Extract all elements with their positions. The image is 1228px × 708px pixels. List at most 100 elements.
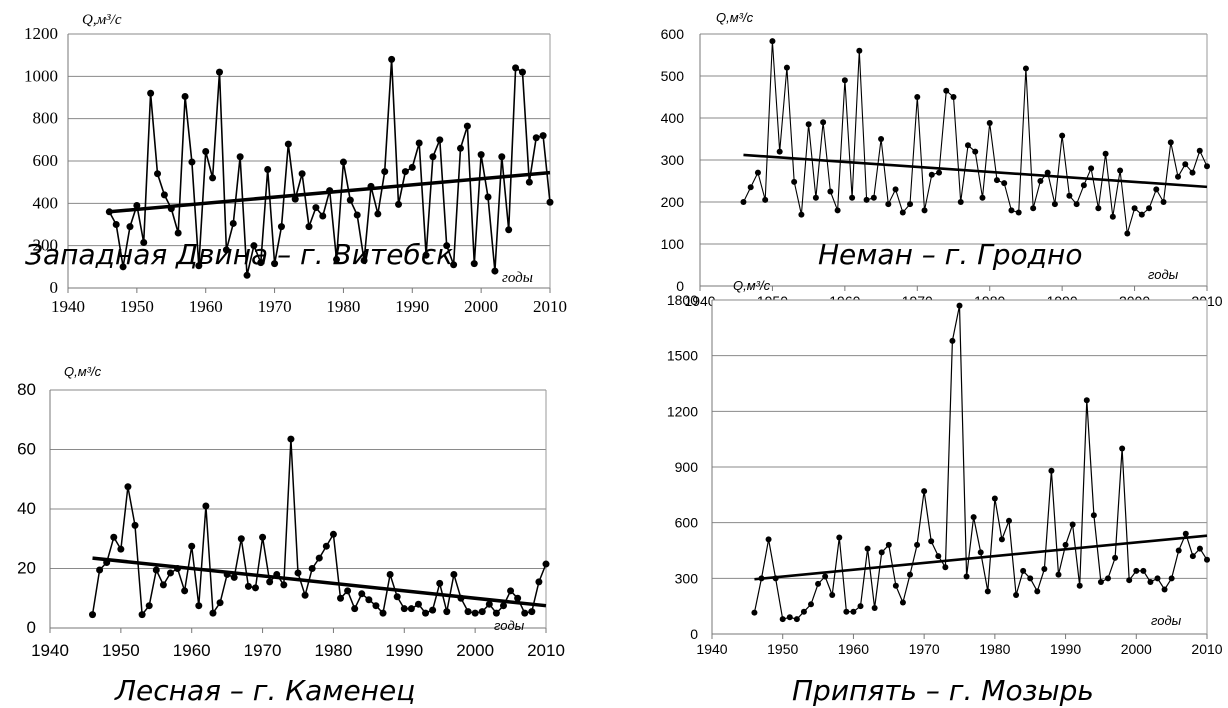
x-tick-label: 1950 <box>102 641 140 660</box>
data-point <box>1182 530 1189 537</box>
y-tick-label: 0 <box>50 278 59 297</box>
data-point <box>986 120 993 127</box>
y-tick-label: 400 <box>33 193 59 212</box>
data-point <box>277 223 285 231</box>
data-point <box>312 204 320 212</box>
x-tick-label: 1940 <box>684 293 715 309</box>
data-point <box>1154 575 1161 582</box>
data-point <box>1204 163 1210 170</box>
data-point <box>400 605 408 613</box>
x-tick-label: 2000 <box>1121 641 1152 657</box>
x-axis-label: годы <box>1151 613 1182 628</box>
data-point <box>984 588 991 595</box>
data-point <box>360 256 368 264</box>
x-tick-label: 1940 <box>696 641 727 657</box>
y-tick-label: 800 <box>33 109 59 128</box>
data-point <box>436 579 444 587</box>
data-point <box>907 571 913 578</box>
data-point <box>1160 199 1167 205</box>
data-point <box>1076 582 1083 589</box>
data-point <box>250 242 258 250</box>
data-point <box>1037 178 1044 184</box>
data-point <box>863 196 870 203</box>
y-tick-label: 80 <box>17 380 36 399</box>
data-point <box>140 238 148 246</box>
y-tick-label: 600 <box>33 151 59 170</box>
data-point <box>798 211 805 218</box>
data-point <box>518 68 526 76</box>
y-tick-label: 500 <box>661 68 685 84</box>
data-point <box>381 168 389 176</box>
data-point <box>264 165 272 173</box>
y-axis-label: Q,м³/с <box>716 10 754 25</box>
y-tick-label: 0 <box>676 278 684 294</box>
x-tick-label: 1960 <box>189 297 223 316</box>
data-point <box>237 535 245 543</box>
data-point <box>401 168 409 176</box>
data-point <box>950 94 957 100</box>
data-point <box>243 271 251 279</box>
data-point <box>857 603 864 610</box>
data-point <box>485 600 493 608</box>
data-point <box>1069 521 1076 528</box>
data-point <box>422 609 430 617</box>
data-point <box>499 602 507 610</box>
data-point <box>195 262 203 270</box>
data-point <box>236 153 244 161</box>
data-point <box>507 587 515 595</box>
data-point <box>470 260 478 268</box>
data-point <box>754 169 761 176</box>
trend-line <box>754 534 1208 581</box>
data-point <box>1126 577 1133 584</box>
data-point <box>1133 567 1140 574</box>
data-point <box>850 608 857 615</box>
data-point <box>1088 165 1095 172</box>
data-point <box>1140 567 1147 574</box>
chart-title-pripyat: Припять – г. Мозырь <box>792 674 1094 707</box>
data-point <box>836 534 843 541</box>
data-point <box>1153 186 1160 193</box>
data-point <box>928 171 935 178</box>
data-point <box>1196 147 1203 154</box>
x-tick-label: 1990 <box>395 297 429 316</box>
data-point <box>147 89 155 97</box>
data-point <box>351 605 359 613</box>
data-point <box>209 174 217 182</box>
data-point <box>1073 201 1080 208</box>
data-point <box>546 198 554 206</box>
data-point <box>1083 397 1090 404</box>
y-axis-label: Q,м³/с <box>64 364 102 379</box>
data-point <box>747 184 754 191</box>
data-point <box>259 533 267 541</box>
data-point <box>808 601 814 608</box>
x-tick-label: 2010 <box>527 641 565 660</box>
x-tick-label: 1950 <box>767 641 798 657</box>
data-point <box>1006 517 1012 524</box>
data-point <box>1027 575 1034 582</box>
data-point <box>117 545 125 553</box>
data-point <box>899 209 906 216</box>
data-point <box>964 142 971 149</box>
data-point <box>1030 205 1037 212</box>
data-point <box>956 302 963 309</box>
data-point <box>159 581 167 589</box>
data-point <box>174 229 182 237</box>
data-point <box>344 587 352 595</box>
x-axis-label: годы <box>494 618 525 633</box>
data-point <box>284 140 292 148</box>
x-tick-label: 2000 <box>464 297 498 316</box>
data-point <box>1175 547 1182 554</box>
data-point <box>315 554 323 562</box>
y-axis-label: Q,м³/с <box>82 12 122 28</box>
x-tick-label: 1940 <box>51 297 85 316</box>
y-tick-label: 300 <box>675 570 699 586</box>
data-point <box>464 608 472 616</box>
data-point <box>308 565 316 572</box>
data-point <box>1189 553 1196 560</box>
data-point <box>414 600 422 608</box>
data-point <box>972 148 979 155</box>
data-point <box>1008 207 1015 214</box>
data-point <box>1062 541 1069 548</box>
data-point <box>815 580 822 587</box>
y-tick-label: 600 <box>661 26 685 42</box>
